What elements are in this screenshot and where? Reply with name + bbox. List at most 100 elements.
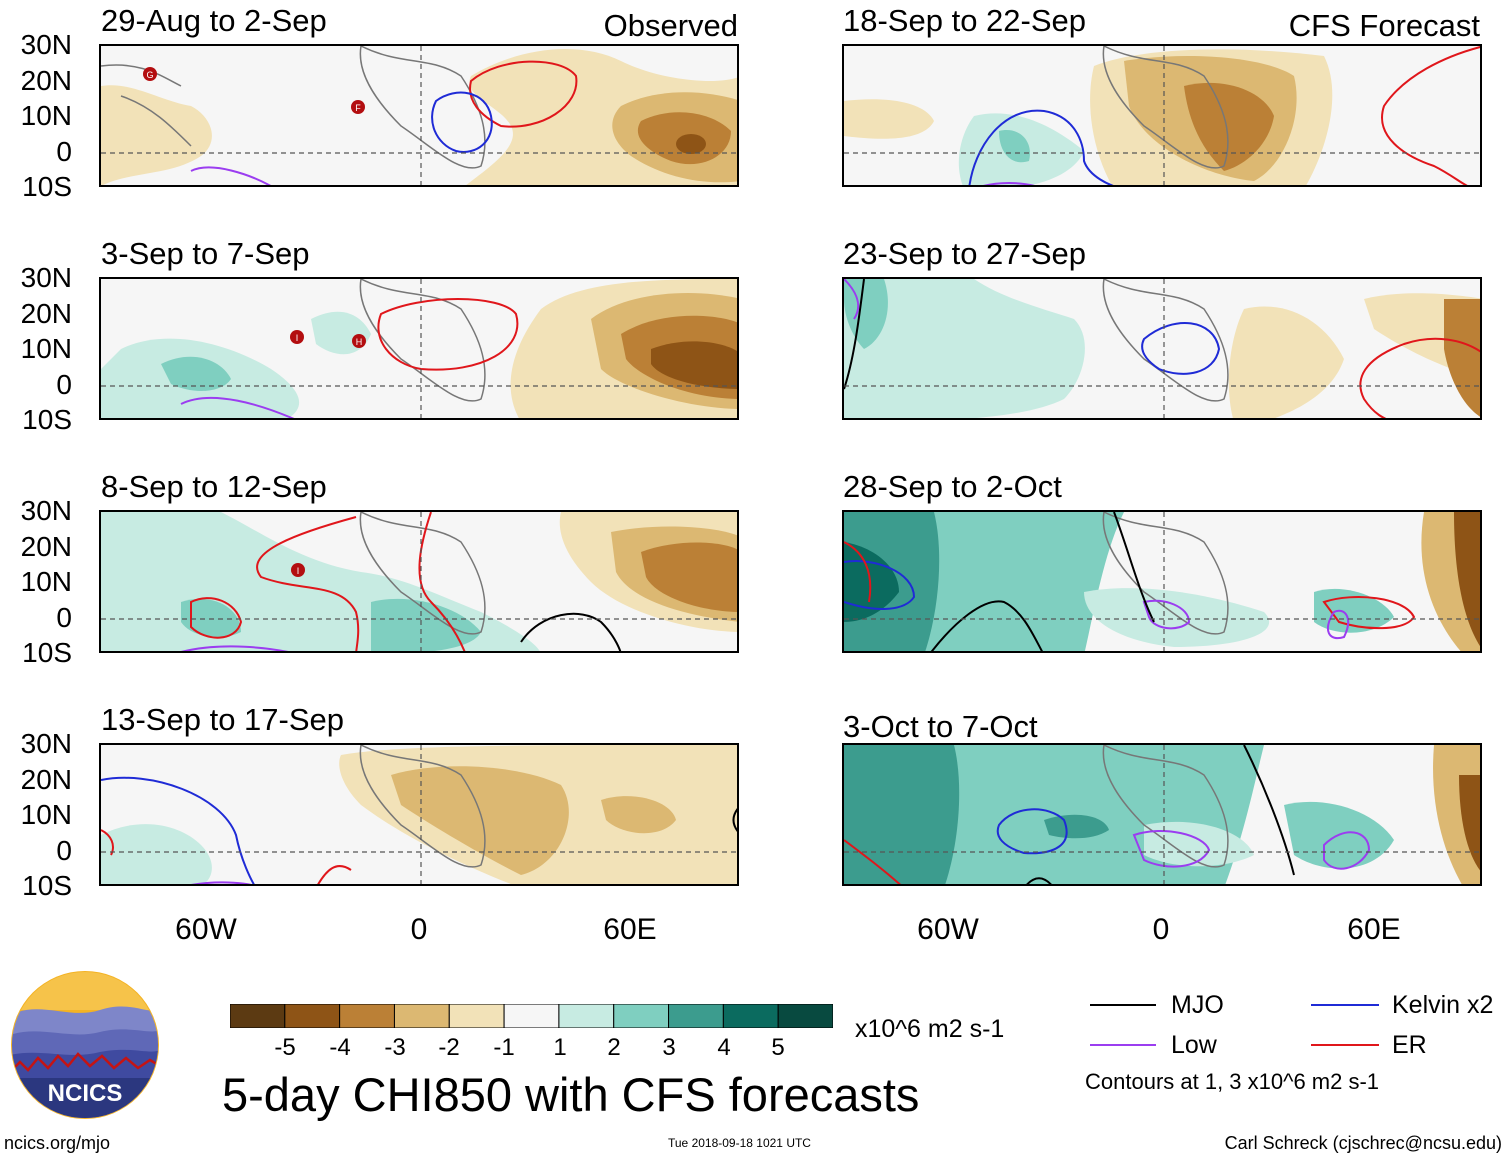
colorbar-label-m4: -4 [329,1034,351,1061]
legend-label-mjo: MJO [1171,991,1224,1019]
er-contour [377,298,519,371]
colorbar-swatch [339,1003,395,1029]
storm-marker-f: F [351,100,365,114]
anomaly-dry-core [676,134,706,154]
anomaly-wet-region [844,279,1085,418]
africa-coastline [359,46,486,169]
anomaly-wet-region [1084,588,1270,647]
mjo-contour [732,808,737,832]
colorbar-swatch [613,1003,670,1029]
low-contour [180,396,295,418]
svg-text:I: I [296,333,299,343]
legend-line-kelvin [1311,1004,1379,1006]
map-graphic [844,745,1480,884]
kelvin-contour [996,808,1068,855]
lat-label-30n: 30N [20,29,72,60]
lon-label-60e: 60E [1347,913,1401,946]
colorbar-swatch [722,1003,779,1029]
storm-marker-g: G [143,67,157,81]
legend-line-er [1311,1044,1379,1046]
lat-label-20n: 20N [20,764,72,795]
anomaly-wet-region [311,311,371,355]
lat-label-0: 0 [56,136,72,167]
colorbar-swatch [448,1003,505,1029]
colorbar-label-3: 3 [662,1034,676,1061]
er-contour [1359,337,1480,418]
observed-label: Observed [603,8,738,43]
legend-label-low: Low [1171,1031,1217,1059]
anomaly-dry-region [101,85,212,185]
anomaly-wet-region [1044,814,1109,839]
africa-coastline [1102,512,1229,635]
footer-timestamp: Tue 2018-09-18 1021 UTC [668,1136,811,1150]
legend-label-er: ER [1392,1031,1427,1059]
low-contour [1323,831,1371,870]
lat-label-30n: 30N [20,728,72,759]
anomaly-dry-core [651,341,737,389]
colorbar-label-1: 1 [553,1034,567,1061]
er-contour [1381,46,1480,185]
anomaly-wet-region [844,279,888,349]
kelvin-contour [1141,322,1221,375]
footer-url[interactable]: ncics.org/mjo [4,1133,111,1153]
map-panel-observed-4 [99,743,739,886]
er-contour [844,541,872,603]
lat-label-10n: 10N [20,566,72,597]
lat-label-10s: 10S [22,637,72,668]
anomaly-wet-region [181,598,241,638]
er-contour [256,516,360,651]
colorbar-swatch [558,1003,615,1029]
africa-coastline [359,512,486,635]
africa-coastline [1102,279,1229,402]
lat-label-10s: 10S [22,171,72,202]
colorbar-label-m2: -2 [438,1034,460,1061]
low-contour [1132,829,1211,868]
anomaly-dry-region [391,766,569,875]
kelvin-contour [431,91,493,153]
africa-coastline [1102,745,1229,868]
map-panel-forecast-4 [842,743,1482,886]
panel-title-4: 13-Sep to 17-Sep [101,702,345,737]
map-panel-observed-2: I H [99,277,739,420]
lat-label-20n: 20N [20,298,72,329]
er-contour [190,597,243,639]
map-graphic [844,512,1480,651]
kelvin-contour [844,560,916,610]
anomaly-dry-core [1459,775,1480,871]
panel-title-2: 3-Sep to 7-Sep [101,236,310,271]
panel-title-1: 29-Aug to 2-Sep [101,3,327,38]
ncics-logo-graphic: NCICS [11,971,159,1119]
mjo-contour [1026,745,1295,884]
lat-label-20n: 20N [20,65,72,96]
legend-label-kelvin: Kelvin x2 [1392,991,1494,1019]
low-contour [983,182,1035,185]
lat-label-10s: 10S [22,404,72,435]
legend: MJO Kelvin x2 Low ER Contours at 1, 3 x1… [1085,988,1505,1098]
anomaly-dry-region [601,796,676,834]
lon-label-0: 0 [410,913,428,946]
lat-label-10s: 10S [22,870,72,901]
colorbar-label-5: 5 [771,1034,785,1061]
anomaly-wet-region [999,130,1030,163]
map-panel-forecast-1 [842,44,1482,187]
storm-marker-i: I [290,330,304,344]
contour-note: Contours at 1, 3 x10^6 m2 s-1 [1085,1069,1380,1094]
kelvin-contour [101,776,255,884]
low-contour [1326,609,1350,640]
africa-coastline [359,745,486,868]
er-contour [1322,596,1416,630]
ncics-logo: NCICS [10,970,160,1120]
anomaly-dry-core [1454,512,1480,647]
africa-coastline [359,279,486,402]
lon-label-60w: 60W [175,913,237,946]
panel-title-5: 18-Sep to 22-Sep [843,3,1087,38]
svg-text:F: F [355,103,361,113]
map-graphic [844,46,1480,185]
colorbar-swatch [668,1003,724,1029]
lat-label-10n: 10N [20,100,72,131]
lon-label-60e: 60E [603,913,657,946]
anomaly-dry-region [1444,299,1480,417]
lat-label-30n: 30N [20,495,72,526]
colorbar-swatch [777,1003,834,1029]
low-contour [844,279,860,320]
